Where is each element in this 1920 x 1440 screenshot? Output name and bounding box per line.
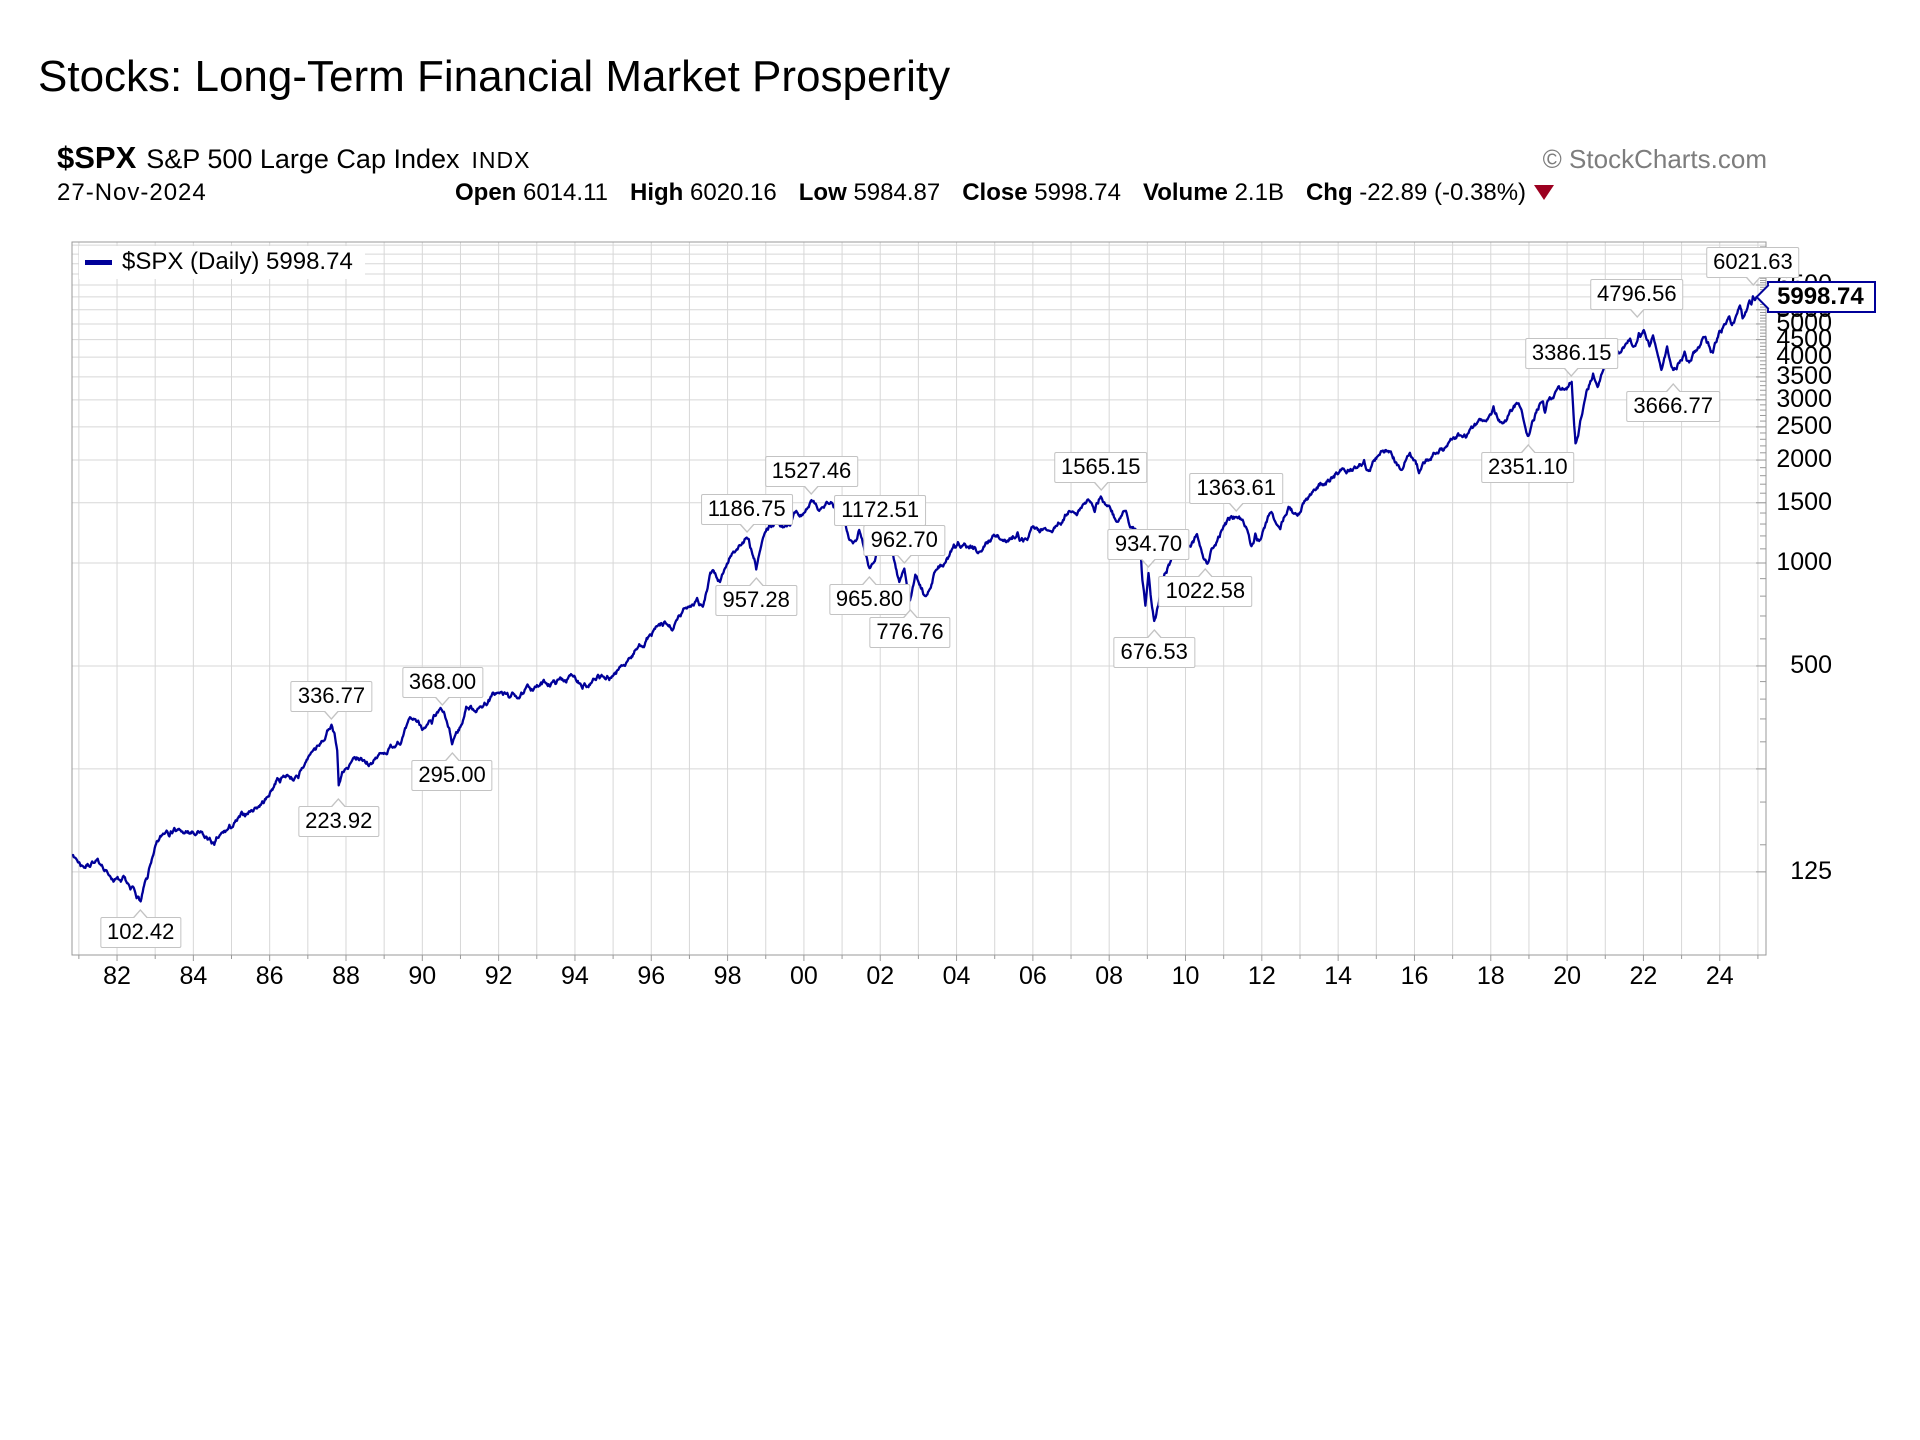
quote-volume-value: 2.1B xyxy=(1234,179,1284,206)
ticker-symbol: $SPX xyxy=(57,140,137,175)
y-axis-label: 500 xyxy=(1790,650,1832,679)
annotation-label: 1022.58 xyxy=(1158,567,1253,607)
x-axis-label: 24 xyxy=(1705,962,1734,990)
annotation-label: 336.77 xyxy=(290,680,373,720)
y-axis-label: 4000 xyxy=(1776,342,1832,371)
x-axis-label: 20 xyxy=(1553,962,1581,990)
annotation-label: 3386.15 xyxy=(1524,337,1619,377)
index-name: S&P 500 Large Cap Index xyxy=(146,144,460,174)
quote-open: Open 6014.11 xyxy=(455,179,608,207)
price-line xyxy=(71,295,1758,903)
y-axis-label: 3500 xyxy=(1776,361,1832,390)
x-axis-label: 88 xyxy=(332,962,360,990)
annotation-label: 957.28 xyxy=(715,577,797,617)
annotation-label: 1565.15 xyxy=(1054,452,1148,492)
quote-change-value: -22.89 (-0.38%) xyxy=(1359,179,1527,206)
annotation-label: 102.42 xyxy=(100,909,182,949)
x-axis-label: 96 xyxy=(637,962,666,990)
series-line-swatch-icon xyxy=(85,259,112,265)
annotation-label: 6021.63 xyxy=(1706,247,1800,287)
quote-high-value: 6020.16 xyxy=(690,179,777,206)
x-axis-label: 00 xyxy=(790,962,818,990)
x-axis-label: 06 xyxy=(1018,962,1047,990)
quote-close: Close 5998.74 xyxy=(962,179,1121,207)
annotation-label: 2351.10 xyxy=(1481,444,1575,484)
annotation-label: 1186.75 xyxy=(700,493,793,533)
annotation-label: 1527.46 xyxy=(764,456,859,496)
annotation-label: 295.00 xyxy=(411,752,493,792)
x-axis-label: 90 xyxy=(408,962,437,990)
quote-date: 27-Nov-2024 xyxy=(57,179,207,206)
quote-low: Low 5984.87 xyxy=(799,179,940,207)
x-axis-label: 82 xyxy=(103,962,131,990)
x-axis-label: 86 xyxy=(255,962,284,990)
quote-summary: Open 6014.11 High 6020.16 Low 5984.87 Cl… xyxy=(455,179,1555,207)
quote-low-label: Low xyxy=(798,179,847,206)
quote-change-label: Chg xyxy=(1305,179,1353,206)
annotation-label: 965.80 xyxy=(828,576,911,616)
y-axis-label: 4500 xyxy=(1776,324,1832,353)
exchange-label: INDX xyxy=(471,147,531,173)
x-axis-label: 14 xyxy=(1324,962,1353,990)
y-axis-label: 1500 xyxy=(1776,487,1832,516)
quote-close-label: Close xyxy=(962,179,1028,206)
quote-high: High 6020.16 xyxy=(630,179,777,207)
annotation-label: 3666.77 xyxy=(1626,383,1720,422)
annotation-label: 676.53 xyxy=(1113,629,1195,669)
slide-title: Stocks: Long-Term Financial Market Prosp… xyxy=(38,52,951,101)
legend-text: $SPX (Daily) 5998.74 xyxy=(122,248,353,275)
quote-volume-label: Volume xyxy=(1143,179,1228,206)
x-axis-label: 02 xyxy=(866,962,895,990)
quote-open-label: Open xyxy=(455,179,517,206)
quote-volume: Volume 2.1B xyxy=(1143,179,1284,207)
y-axis-label: 2000 xyxy=(1776,445,1832,474)
quote-change: Chg -22.89 (-0.38%) xyxy=(1305,179,1555,207)
annotation-label: 934.70 xyxy=(1107,529,1190,569)
x-axis-label: 08 xyxy=(1095,962,1124,990)
annotation-label: 1172.51 xyxy=(834,495,927,535)
x-axis-label: 04 xyxy=(942,962,971,990)
quote-high-label: High xyxy=(630,179,684,206)
x-axis-label: 12 xyxy=(1247,962,1276,990)
annotation-label: 368.00 xyxy=(401,667,484,707)
quote-close-value: 5998.74 xyxy=(1034,179,1121,206)
last-price-tag: 5998.74 xyxy=(1767,280,1876,313)
y-axis-label: 5000 xyxy=(1776,308,1832,337)
annotation-label: 1363.61 xyxy=(1189,472,1284,512)
x-axis-label: 16 xyxy=(1400,962,1429,990)
annotation-label: 776.76 xyxy=(869,608,951,648)
y-axis-label: 125 xyxy=(1790,856,1832,885)
y-axis-label: 3000 xyxy=(1776,384,1832,413)
quote-open-value: 6014.11 xyxy=(523,179,608,206)
chart-header: $SPX S&P 500 Large Cap Index INDX © StockC… xyxy=(57,140,1845,175)
x-axis-label: 84 xyxy=(179,962,208,990)
change-down-arrow-icon xyxy=(1534,185,1555,200)
chart-legend: $SPX (Daily) 5998.74 xyxy=(79,246,365,279)
x-axis-label: 94 xyxy=(561,962,589,990)
x-axis-label: 18 xyxy=(1476,962,1505,990)
x-axis-label: 98 xyxy=(713,962,742,990)
stockcharts-attribution: © StockCharts.com xyxy=(1542,144,1767,174)
x-axis-label: 22 xyxy=(1629,962,1658,990)
y-axis-label: 2500 xyxy=(1776,411,1832,440)
annotation-label: 962.70 xyxy=(863,524,945,564)
quote-low-value: 5984.87 xyxy=(853,179,941,206)
x-axis-label: 10 xyxy=(1171,962,1200,990)
last-price-value: 5998.74 xyxy=(1777,282,1864,310)
y-axis-label: 1000 xyxy=(1776,548,1832,576)
annotation-label: 4796.56 xyxy=(1590,279,1684,319)
stock-chart: $SPX S&P 500 Large Cap Index INDX © StockC… xyxy=(55,140,1876,1020)
x-axis-label: 92 xyxy=(484,962,513,990)
annotation-label: 223.92 xyxy=(298,798,380,838)
